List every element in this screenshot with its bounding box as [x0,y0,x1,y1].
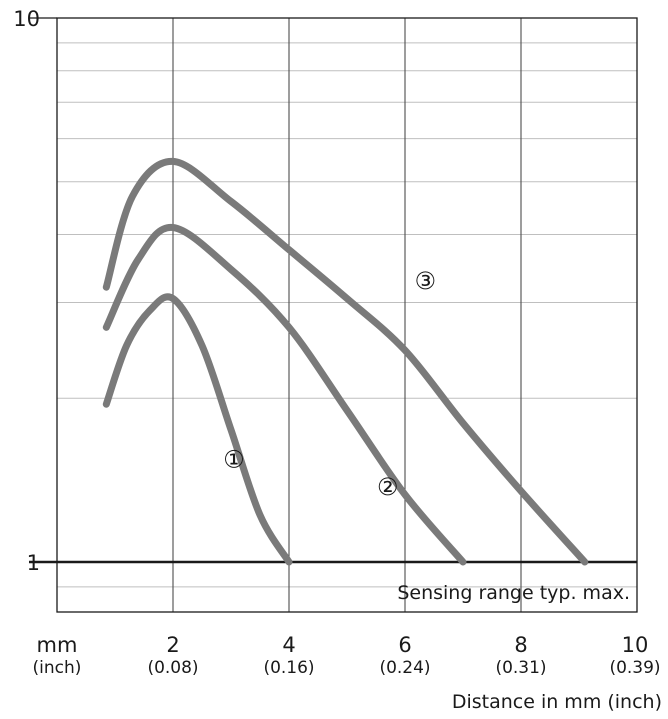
x-tick-label-10: 10 [622,633,649,657]
x-tick-label-2: 2 [166,633,179,657]
series-marker-1: ① [223,445,245,473]
curve-series-2 [102,223,467,566]
series-marker-3: ③ [415,267,437,295]
curves [102,157,589,566]
y-tick-label-10: 10 [13,7,40,31]
x-axis-title: Distance in mm (inch) [452,691,662,713]
x-tick-label-4: 4 [282,633,295,657]
curve-series-1 [102,293,293,566]
y-tick-labels: 1 10 [13,7,40,575]
x-tick-sublabel-4: (0.16) [263,658,314,678]
curve-series-3 [102,157,589,566]
x-tick-sublabel-8: (0.31) [495,658,546,678]
plot-frame [29,17,638,613]
x-tick-sublabel-2: (0.08) [147,658,198,678]
x-unit-label-secondary: (inch) [33,658,82,678]
x-tick-labels: 2(0.08) 4(0.16) 6(0.24) 8(0.31) 10(0.39) [147,633,660,678]
x-tick-label-6: 6 [398,633,411,657]
x-tick-label-8: 8 [514,633,527,657]
y-tick-label-1: 1 [27,551,40,575]
series-marker-2: ② [377,473,399,501]
series-labels: ① ② ③ [223,267,436,501]
plot-border [56,17,638,613]
reference-line-label: Sensing range typ. max. [397,582,630,604]
x-unit-label: mm [37,633,78,657]
x-tick-sublabel-10: (0.39) [609,658,660,678]
x-tick-sublabel-6: (0.24) [379,658,430,678]
